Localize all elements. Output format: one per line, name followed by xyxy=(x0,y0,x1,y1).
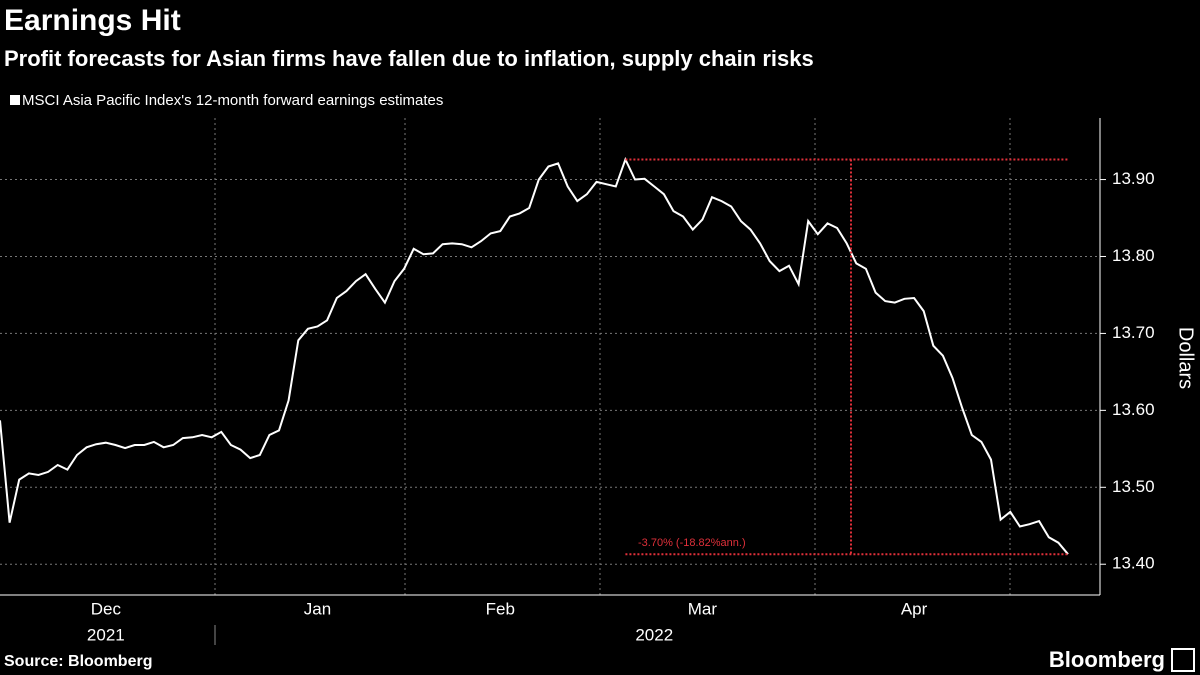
y-tick-label: 13.40 xyxy=(1112,554,1155,573)
y-axis-label: Dollars xyxy=(1175,327,1197,389)
annotation-label: -3.70% (-18.82%ann.) xyxy=(638,537,746,549)
x-tick-label: Feb xyxy=(486,599,515,618)
y-tick-label: 13.80 xyxy=(1112,246,1155,265)
source: Source: Bloomberg xyxy=(4,653,152,670)
legend-swatch xyxy=(10,95,20,105)
x-tick-label: Jan xyxy=(304,599,331,618)
brand-icon xyxy=(1171,648,1195,672)
y-tick-label: 13.60 xyxy=(1112,400,1155,419)
x-year-label: 2022 xyxy=(635,625,673,644)
chart-subtitle: Profit forecasts for Asian firms have fa… xyxy=(4,46,814,71)
x-tick-label: Apr xyxy=(901,599,928,618)
legend-label: MSCI Asia Pacific Index's 12-month forwa… xyxy=(22,92,443,109)
x-tick-label: Dec xyxy=(91,599,122,618)
x-year-label: 2021 xyxy=(87,625,125,644)
chart-title: Earnings Hit xyxy=(4,4,181,37)
series-line xyxy=(0,156,1069,555)
month-dividers xyxy=(214,118,1011,595)
y-tick-label: 13.70 xyxy=(1112,323,1155,342)
y-tick-label: 13.50 xyxy=(1112,477,1155,496)
brand: Bloomberg xyxy=(1049,647,1165,672)
x-tick-label: Mar xyxy=(688,599,718,618)
y-tick-label: 13.90 xyxy=(1112,169,1155,188)
